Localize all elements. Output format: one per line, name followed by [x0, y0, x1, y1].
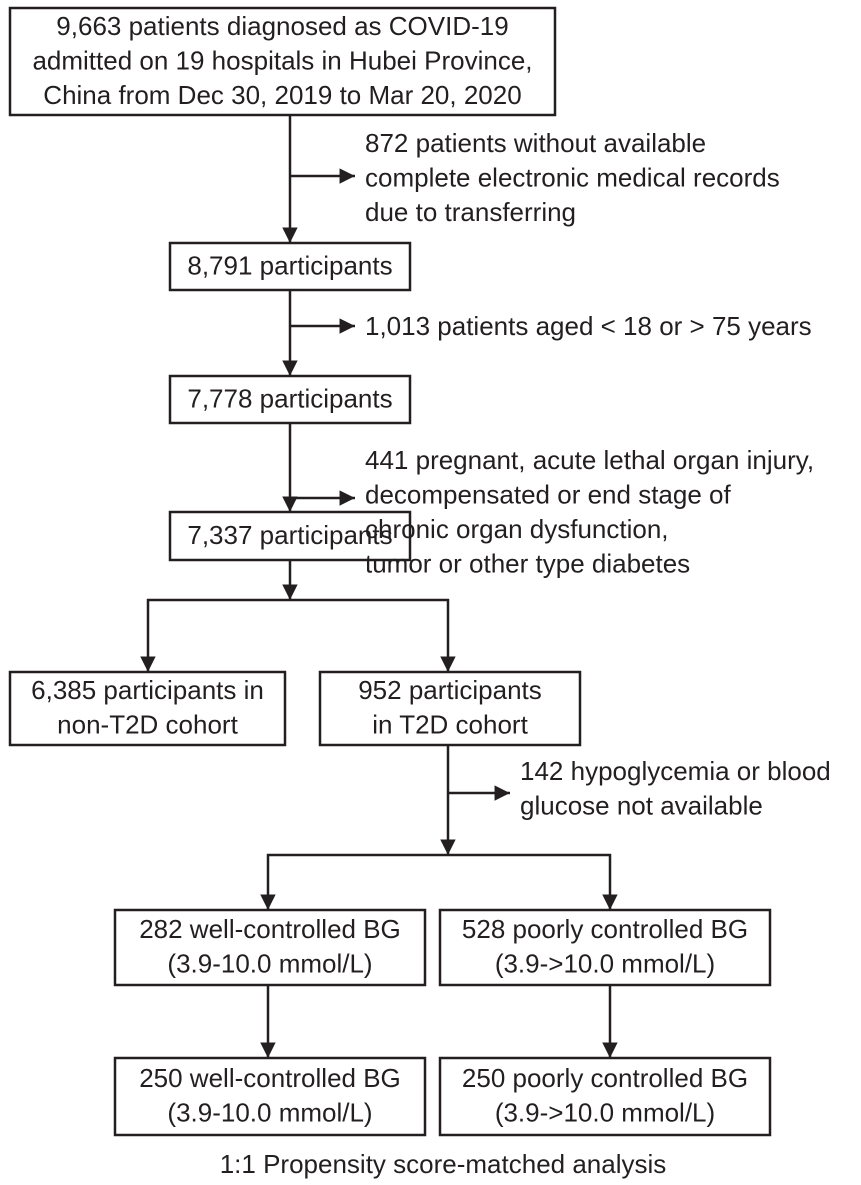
exclusion-text: chronic organ dysfunction, [365, 514, 669, 544]
flow-box [168, 510, 412, 562]
exclusion-text: decompensated or end stage of [365, 479, 731, 509]
flow-box [438, 1056, 772, 1137]
exclusion-text: 441 pregnant, acute lethal organ injury, [365, 445, 814, 475]
box-text: (3.9-10.0 mmol/L) [167, 1098, 372, 1128]
flow-box [168, 374, 412, 425]
flow-box [113, 908, 427, 987]
flow-box [438, 908, 772, 987]
connectors [140, 115, 618, 1058]
exclusion-text: tumor or other type diabetes [365, 548, 690, 578]
box-text: 6,385 participants in [31, 675, 264, 705]
box-text: admitted on 19 hospitals in Hubei Provin… [32, 45, 532, 75]
box-text: non-T2D cohort [57, 710, 238, 740]
footer-note: 1:1 Propensity score-matched analysis [220, 1149, 667, 1179]
box-text: China from Dec 30, 2019 to Mar 20, 2020 [43, 80, 521, 110]
box-text: 7,778 participants [187, 383, 392, 413]
box-text: 250 well-controlled BG [139, 1063, 401, 1093]
box-text: 528 poorly controlled BG [462, 914, 748, 944]
flow-box [8, 6, 557, 117]
box-text: 952 participants [358, 675, 542, 705]
exclusion-text: 142 hypoglycemia or blood [520, 756, 831, 786]
exclusion-text: 872 patients without available [365, 128, 706, 158]
box-text: (3.9->10.0 mmol/L) [495, 1098, 715, 1128]
exclusion-text: complete electronic medical records [365, 162, 780, 192]
box-text: 282 well-controlled BG [139, 914, 401, 944]
box-text: (3.9-10.0 mmol/L) [167, 949, 372, 979]
box-text: 9,663 patients diagnosed as COVID-19 [56, 11, 508, 41]
flow-box [113, 1056, 427, 1137]
flow-box [318, 670, 582, 747]
box-text: 7,337 participants [187, 520, 392, 550]
box-text: 8,791 participants [187, 250, 392, 280]
box-text: (3.9->10.0 mmol/L) [495, 949, 715, 979]
flow-box [8, 670, 287, 747]
box-text: in T2D cohort [372, 710, 528, 740]
box-text: 250 poorly controlled BG [462, 1063, 748, 1093]
exclusion-text: due to transferring [365, 197, 576, 227]
flow-box [168, 241, 412, 292]
exclusion-text: 1,013 patients aged < 18 or > 75 years [365, 311, 812, 341]
exclusion-text: glucose not available [520, 790, 763, 820]
